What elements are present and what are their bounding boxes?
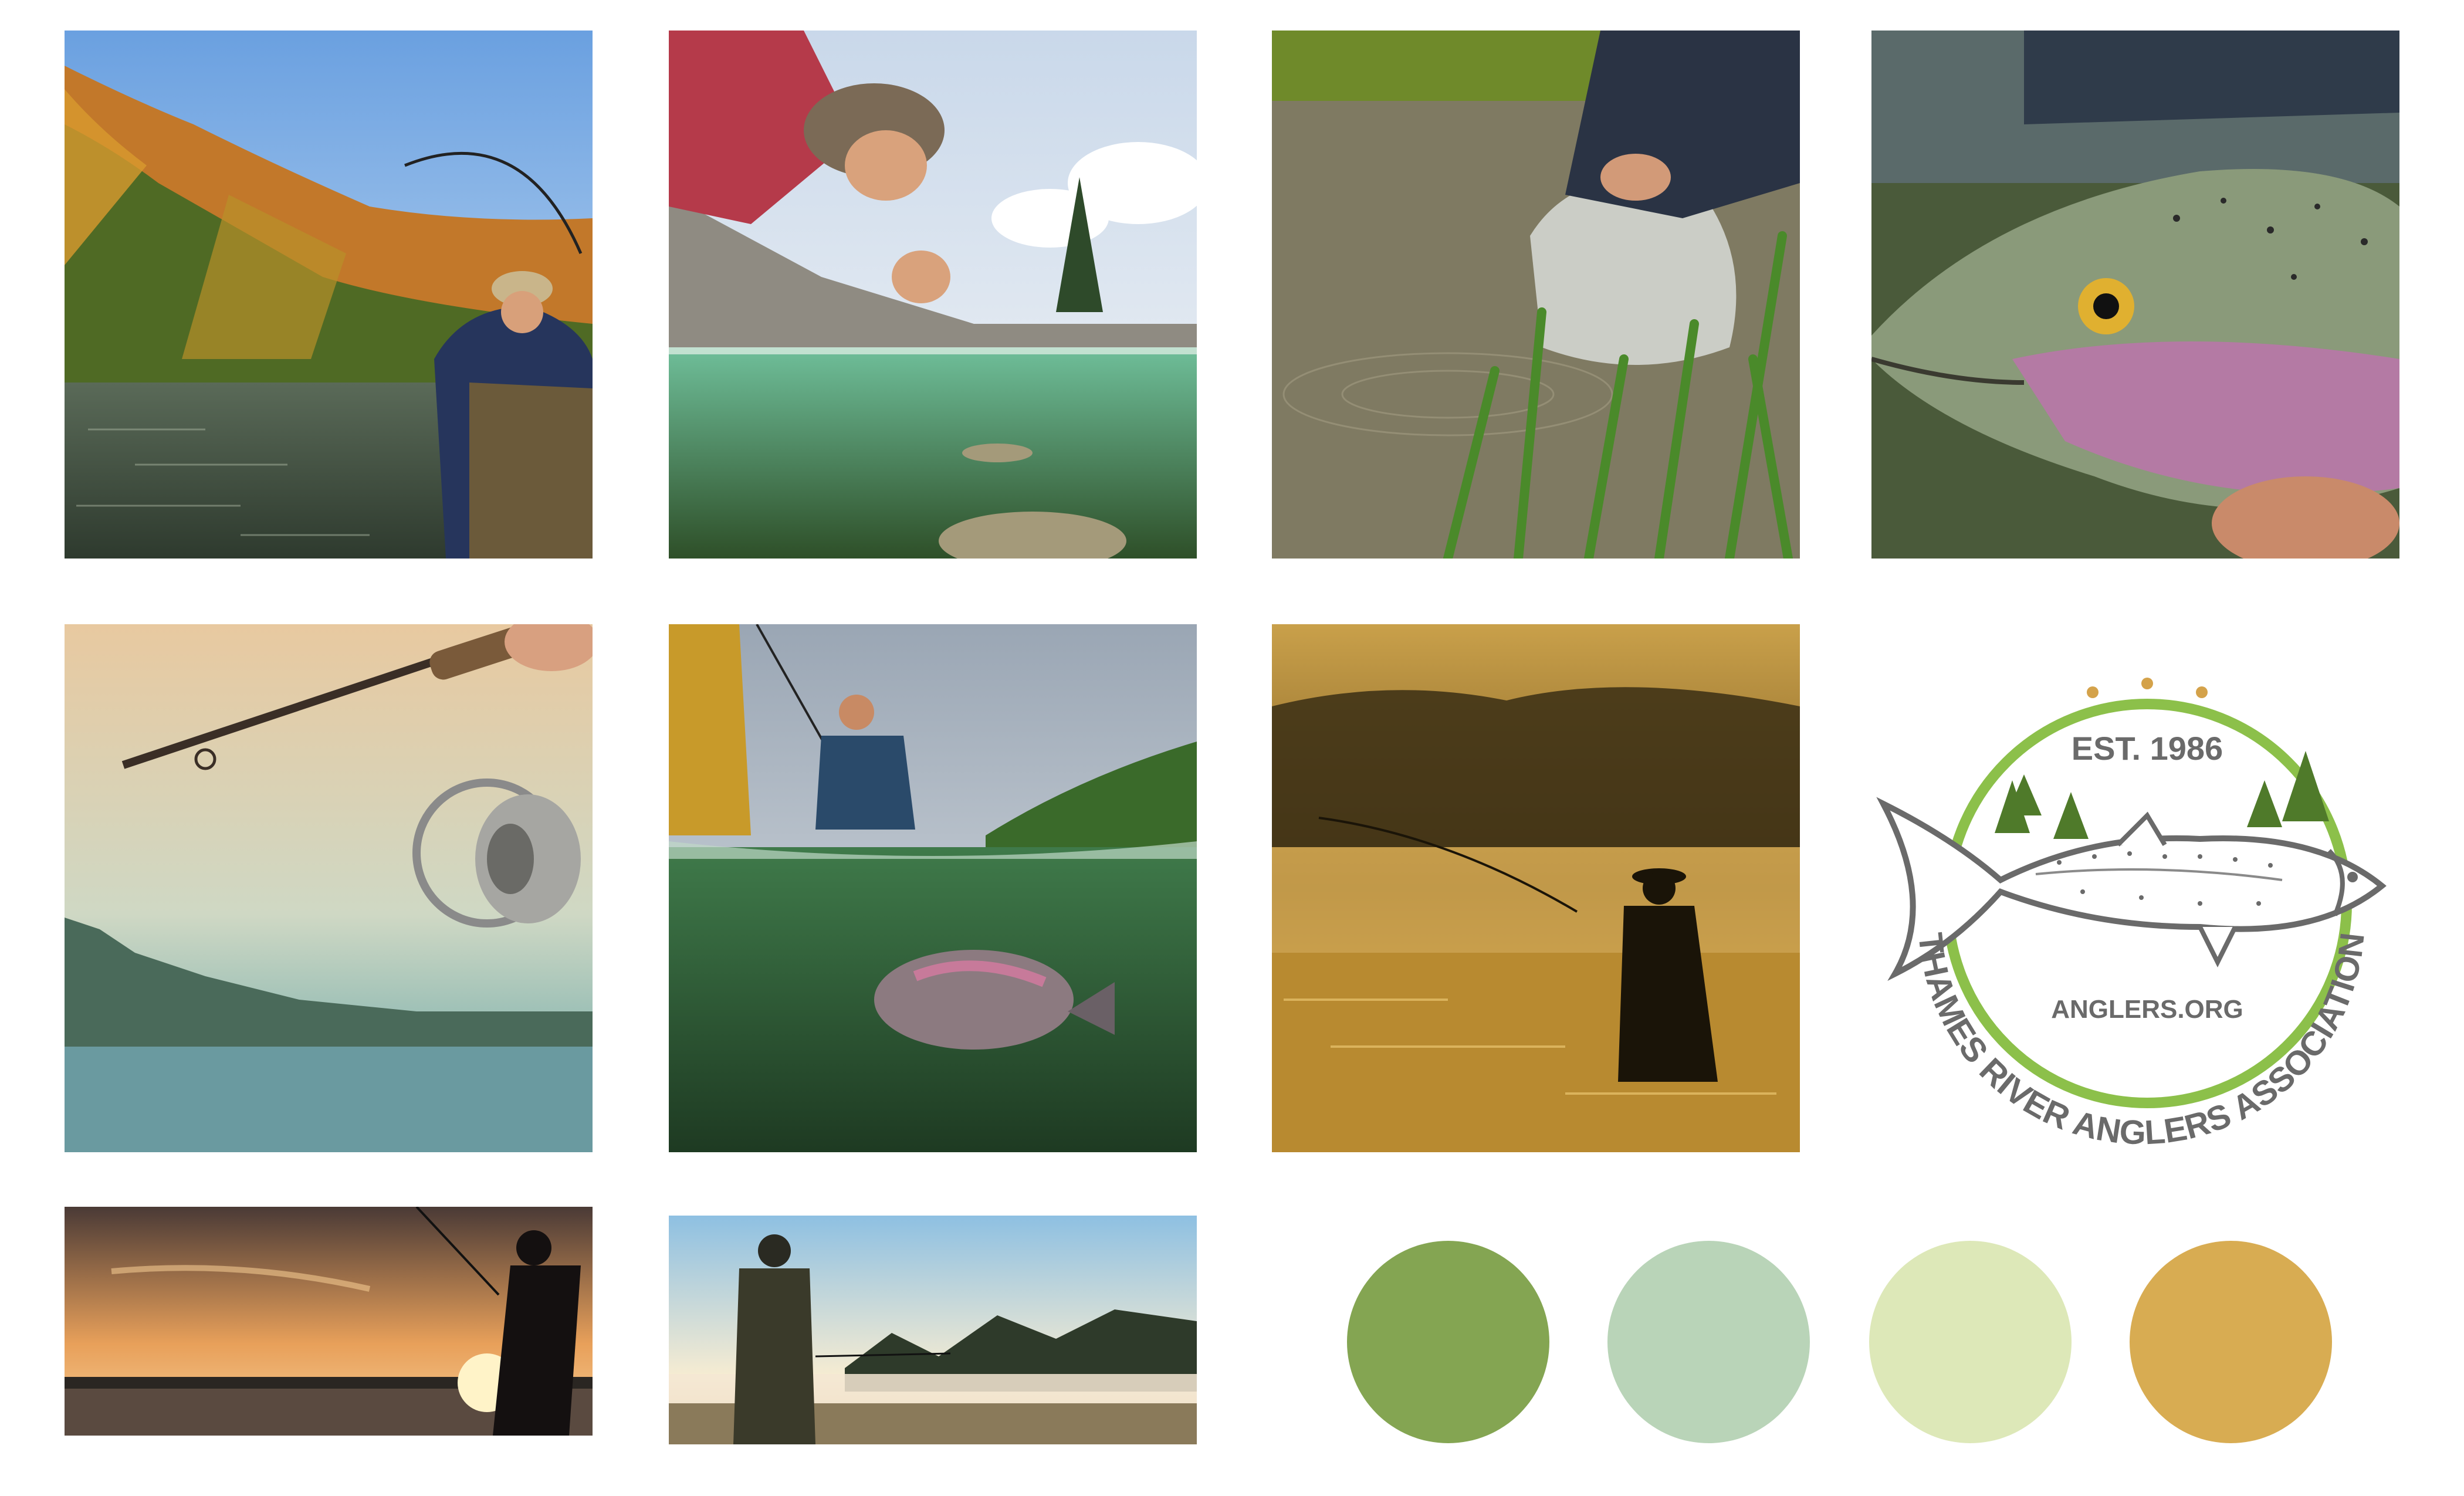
photo-autumn-river-angler [65,31,593,559]
logo-association-name: THAMES RIVER ANGLERS ASSOCIATION [1911,930,2372,1152]
logo-established: EST. 1986 [2072,730,2223,767]
photo-trout-closeup [1871,31,2399,559]
photo-rod-and-reel [65,624,593,1152]
palette-swatch-moss-green [1347,1241,1549,1443]
photo-misty-morning-angler [669,1216,1197,1444]
logo-fish [1876,797,2387,981]
logo-dots [2087,678,2208,698]
photo-golden-fog-wader [1272,624,1800,1152]
logo-website: ANGLERS.ORG [2051,995,2243,1024]
photo-split-underwater [669,624,1197,1152]
logo-trees [1995,751,2329,839]
photo-fish-release-bag [1272,31,1800,559]
photo-kids-at-dock [669,31,1197,559]
palette-swatch-sage-mint [1607,1241,1810,1443]
palette-swatch-golden-ochre [2130,1241,2332,1443]
palette-swatch-pale-lime [1869,1241,2072,1443]
photo-sunset-silhouette [65,1207,593,1436]
club-logo: EST. 1986 ANGLERS.ORG THAMES RIVER ANGLE… [1871,645,2411,1162]
